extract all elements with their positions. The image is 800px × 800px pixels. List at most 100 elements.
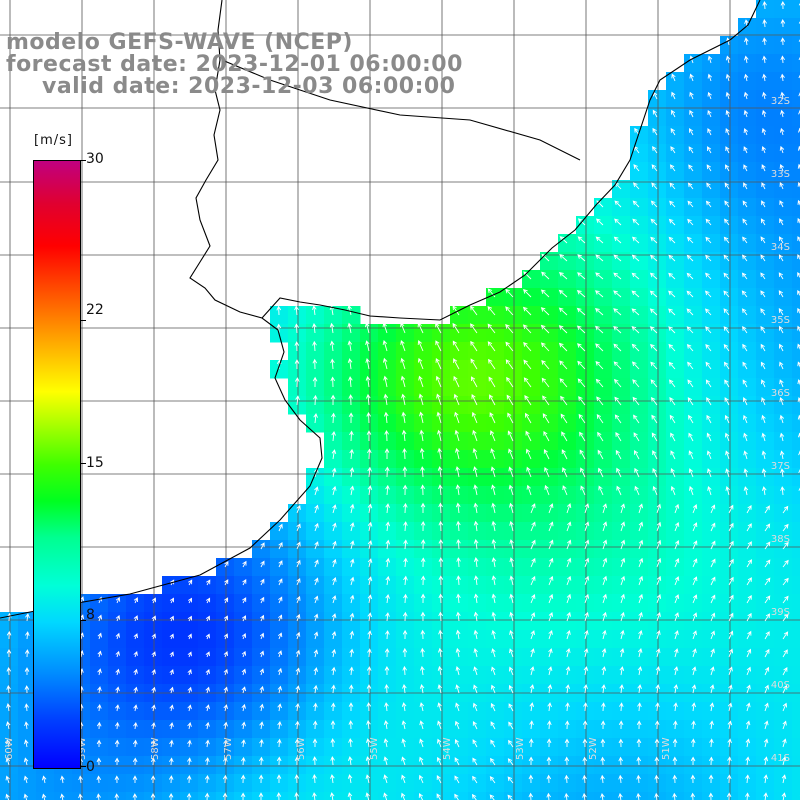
wind-arrow bbox=[540, 307, 550, 316]
wind-speed-cell bbox=[216, 738, 235, 757]
wind-arrow bbox=[654, 720, 660, 730]
wind-arrow bbox=[115, 596, 121, 604]
wind-arrow bbox=[365, 756, 371, 766]
wind-speed-cell bbox=[342, 378, 361, 397]
wind-arrow bbox=[725, 109, 730, 118]
wind-speed-cell bbox=[414, 324, 433, 343]
wind-arrow bbox=[723, 343, 730, 352]
wind-speed-cell bbox=[18, 666, 37, 685]
wind-arrow bbox=[349, 430, 354, 442]
wind-arrow bbox=[384, 448, 390, 459]
wind-speed-cell bbox=[180, 576, 199, 595]
wind-arrow bbox=[764, 684, 769, 694]
wind-arrow bbox=[743, 109, 749, 118]
wind-speed-cell bbox=[612, 648, 631, 667]
wind-speed-cell bbox=[216, 612, 235, 631]
wind-speed-cell bbox=[198, 720, 217, 739]
wind-arrow bbox=[205, 704, 210, 712]
wind-speed-cell bbox=[522, 576, 541, 595]
wind-arrow bbox=[655, 702, 660, 712]
wind-arrow bbox=[760, 218, 766, 226]
wind-arrow bbox=[313, 684, 318, 694]
wind-arrow bbox=[761, 468, 767, 478]
wind-arrow bbox=[331, 630, 337, 640]
wind-speed-cell bbox=[522, 630, 541, 649]
wind-arrow bbox=[367, 539, 373, 550]
wind-speed-cell bbox=[702, 180, 721, 199]
wind-arrow bbox=[331, 595, 337, 604]
wind-arrow bbox=[656, 557, 662, 568]
wind-arrow bbox=[133, 597, 139, 604]
wind-arrow bbox=[506, 394, 514, 406]
wind-speed-cell bbox=[720, 756, 739, 775]
wind-arrow bbox=[548, 630, 553, 640]
wind-arrow bbox=[473, 466, 478, 478]
wind-speed-cell bbox=[378, 378, 397, 397]
wind-speed-cell bbox=[738, 72, 757, 91]
wind-speed-cell bbox=[396, 486, 415, 505]
wind-arrow bbox=[668, 290, 676, 298]
wind-arrow bbox=[312, 774, 317, 784]
wind-arrow bbox=[576, 325, 586, 334]
wind-arrow bbox=[295, 377, 300, 388]
wind-speed-cell bbox=[576, 666, 595, 685]
wind-arrow bbox=[453, 375, 460, 388]
wind-arrow bbox=[595, 378, 604, 388]
wind-speed-cell bbox=[108, 630, 127, 649]
wind-arrow bbox=[133, 721, 138, 730]
wind-speed-cell bbox=[666, 72, 685, 91]
wind-arrow bbox=[761, 486, 767, 496]
wind-arrow bbox=[710, 522, 716, 532]
wind-arrow bbox=[296, 559, 301, 568]
wind-arrow bbox=[779, 145, 785, 154]
wind-arrow bbox=[366, 684, 372, 693]
wind-speed-cell bbox=[288, 576, 307, 595]
wind-arrow bbox=[577, 236, 586, 244]
wind-arrow bbox=[472, 739, 478, 748]
wind-arrow bbox=[596, 218, 604, 226]
wind-arrow bbox=[705, 343, 712, 352]
wind-speed-cell bbox=[504, 666, 523, 685]
wind-speed-cell bbox=[774, 144, 793, 163]
wind-arrow bbox=[472, 757, 478, 766]
wind-arrow bbox=[669, 397, 676, 406]
wind-speed-cell bbox=[234, 666, 253, 685]
wind-speed-cell bbox=[648, 648, 667, 667]
wind-arrow bbox=[489, 430, 496, 442]
wind-arrow bbox=[746, 595, 752, 604]
wind-arrow bbox=[383, 411, 389, 424]
wind-arrow bbox=[205, 757, 210, 766]
wind-speed-cell bbox=[684, 72, 703, 91]
wind-speed-cell bbox=[504, 558, 523, 577]
wind-arrow bbox=[384, 683, 389, 694]
wind-speed-cell bbox=[450, 792, 469, 800]
wind-arrow bbox=[223, 704, 228, 712]
wind-speed-cell bbox=[288, 306, 307, 325]
wind-speed-cell bbox=[612, 756, 631, 775]
wind-arrow bbox=[746, 612, 752, 622]
wind-speed-cell bbox=[792, 0, 800, 19]
wind-arrow bbox=[367, 466, 372, 478]
wind-arrow bbox=[743, 468, 749, 478]
wind-speed-cell bbox=[738, 180, 757, 199]
wind-speed-cell bbox=[576, 504, 595, 523]
wind-speed-cell bbox=[432, 576, 451, 595]
wind-arrow bbox=[364, 322, 370, 334]
wind-speed-cell bbox=[486, 558, 505, 577]
wind-arrow bbox=[455, 702, 460, 712]
wind-arrow bbox=[223, 633, 228, 640]
wind-arrow bbox=[187, 704, 192, 712]
wind-speed-cell bbox=[594, 630, 613, 649]
wind-arrow bbox=[385, 575, 391, 586]
wind-speed-cell bbox=[324, 450, 343, 469]
wind-speed-cell bbox=[468, 450, 487, 469]
wind-speed-cell bbox=[792, 324, 800, 343]
wind-speed-cell bbox=[396, 540, 415, 559]
wind-arrow bbox=[562, 467, 568, 478]
wind-speed-cell bbox=[450, 738, 469, 757]
wind-arrow bbox=[672, 738, 678, 748]
wind-speed-cell bbox=[684, 396, 703, 415]
wind-speed-cell bbox=[522, 666, 541, 685]
wind-arrow bbox=[278, 523, 283, 532]
wind-speed-cell bbox=[648, 504, 667, 523]
